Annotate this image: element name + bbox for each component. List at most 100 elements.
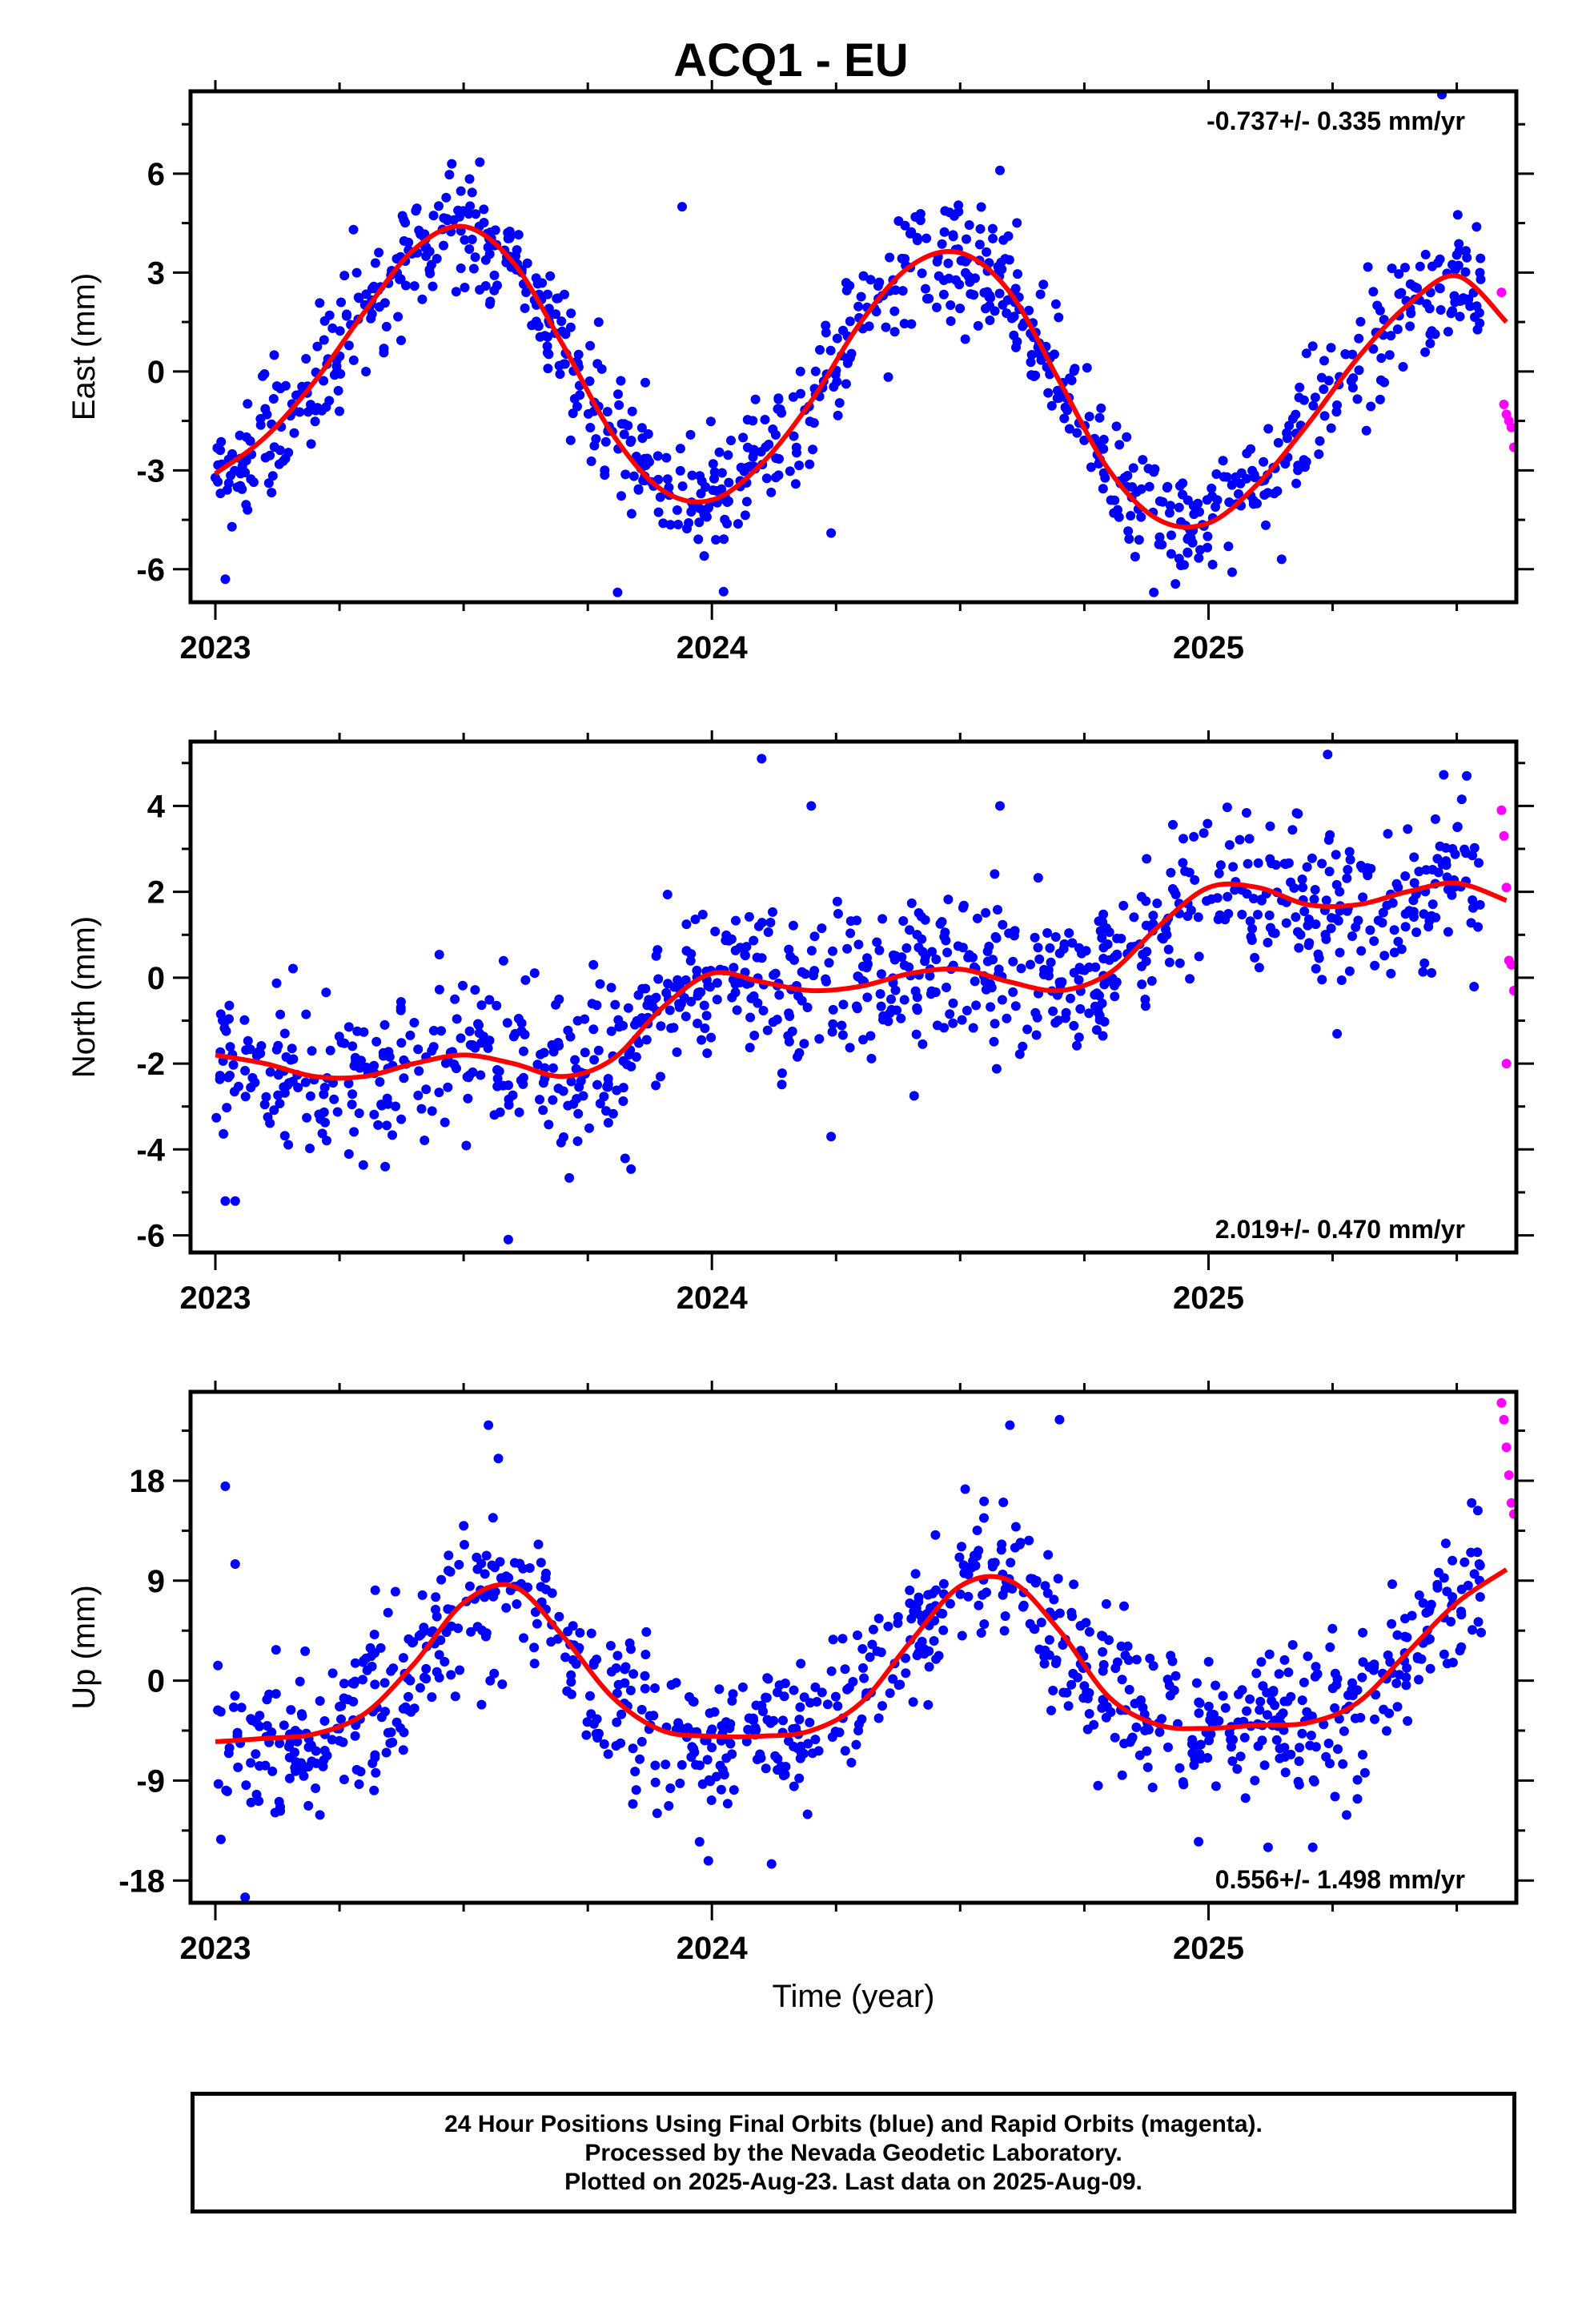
data-point	[1253, 910, 1263, 920]
data-point	[601, 1106, 611, 1116]
data-point	[1237, 1685, 1247, 1695]
data-point	[1468, 903, 1478, 913]
data-point	[1067, 938, 1078, 948]
data-point	[279, 1082, 289, 1092]
data-point	[733, 519, 743, 529]
data-point	[671, 1678, 681, 1688]
data-point	[686, 996, 697, 1007]
data-point	[681, 1011, 691, 1022]
data-point	[376, 1100, 387, 1110]
data-point	[938, 275, 949, 285]
data-point	[1033, 943, 1043, 953]
data-point	[1245, 916, 1255, 927]
data-point	[1355, 316, 1366, 327]
data-point	[971, 1550, 982, 1560]
data-point	[1317, 858, 1327, 869]
data-point	[1384, 1708, 1395, 1719]
data-point	[693, 534, 704, 545]
data-point	[1142, 1762, 1153, 1772]
data-point	[556, 1137, 566, 1148]
data-point	[338, 1737, 348, 1747]
data-point	[1354, 365, 1364, 376]
data-point	[616, 376, 626, 386]
data-point	[948, 998, 958, 1008]
data-point	[942, 983, 951, 992]
y-tick-label: 0	[147, 961, 165, 996]
data-point	[1211, 1680, 1221, 1691]
data-point	[985, 316, 995, 325]
data-point	[1354, 333, 1364, 344]
data-point	[1038, 969, 1049, 979]
data-point	[1311, 1742, 1321, 1752]
data-point	[489, 270, 500, 280]
data-point	[370, 1679, 380, 1690]
data-point	[1323, 376, 1334, 386]
data-point	[1182, 495, 1193, 505]
data-point	[1206, 1710, 1216, 1720]
data-point	[803, 1739, 813, 1749]
data-point	[1279, 1655, 1290, 1665]
data-point	[610, 999, 620, 1010]
data-point	[440, 1117, 450, 1128]
data-point	[705, 416, 716, 427]
data-point	[476, 1038, 487, 1048]
data-point	[1347, 931, 1357, 941]
data-point	[452, 1014, 462, 1024]
data-point	[873, 1614, 884, 1623]
data-point	[794, 1773, 805, 1783]
data-point	[889, 306, 900, 316]
data-point	[1072, 1040, 1082, 1051]
data-point	[379, 1019, 390, 1030]
data-point	[1332, 400, 1342, 410]
data-point	[1352, 1775, 1363, 1785]
data-point	[494, 1066, 504, 1076]
data-point	[1207, 491, 1217, 501]
data-point	[789, 955, 799, 965]
data-point	[585, 340, 596, 351]
data-point	[459, 1521, 469, 1531]
y-tick-label: 18	[130, 1464, 166, 1499]
data-point	[574, 1082, 584, 1092]
data-point	[480, 1569, 490, 1579]
data-point	[564, 1172, 575, 1183]
data-point	[833, 1701, 843, 1711]
data-point	[845, 928, 856, 939]
data-point	[837, 1634, 848, 1644]
data-point	[518, 1079, 528, 1089]
data-point	[1034, 1644, 1045, 1655]
data-point	[322, 1136, 331, 1146]
data-point	[1418, 1598, 1428, 1608]
data-point	[370, 258, 380, 268]
data-point	[987, 1558, 998, 1568]
data-point	[586, 456, 596, 466]
data-point	[464, 1026, 475, 1036]
data-point	[1138, 949, 1148, 959]
data-point	[1326, 423, 1336, 433]
data-point	[263, 478, 274, 489]
data-point	[699, 1000, 709, 1011]
rapid-data-point	[1499, 1414, 1509, 1425]
data-point	[913, 943, 924, 953]
data-point	[951, 275, 961, 285]
data-point	[1111, 977, 1122, 987]
data-point	[993, 905, 1002, 915]
data-point	[717, 1721, 727, 1731]
footer-line-3: Plotted on 2025-Aug-23. Last data on 202…	[564, 2169, 1142, 2195]
data-point	[391, 1101, 400, 1112]
data-point	[1203, 1657, 1214, 1667]
data-point	[1110, 1732, 1120, 1743]
data-point	[1122, 432, 1132, 442]
data-point	[381, 1747, 391, 1758]
data-point	[1094, 1002, 1104, 1012]
data-point	[285, 1738, 295, 1748]
data-point	[697, 910, 708, 919]
data-point	[832, 333, 842, 344]
data-point	[529, 968, 540, 979]
data-point	[269, 1105, 279, 1116]
data-point	[1307, 341, 1318, 352]
data-point	[1230, 885, 1240, 895]
data-point	[934, 1651, 944, 1661]
data-point	[1059, 413, 1070, 424]
data-point	[456, 263, 466, 273]
data-point	[757, 754, 767, 764]
